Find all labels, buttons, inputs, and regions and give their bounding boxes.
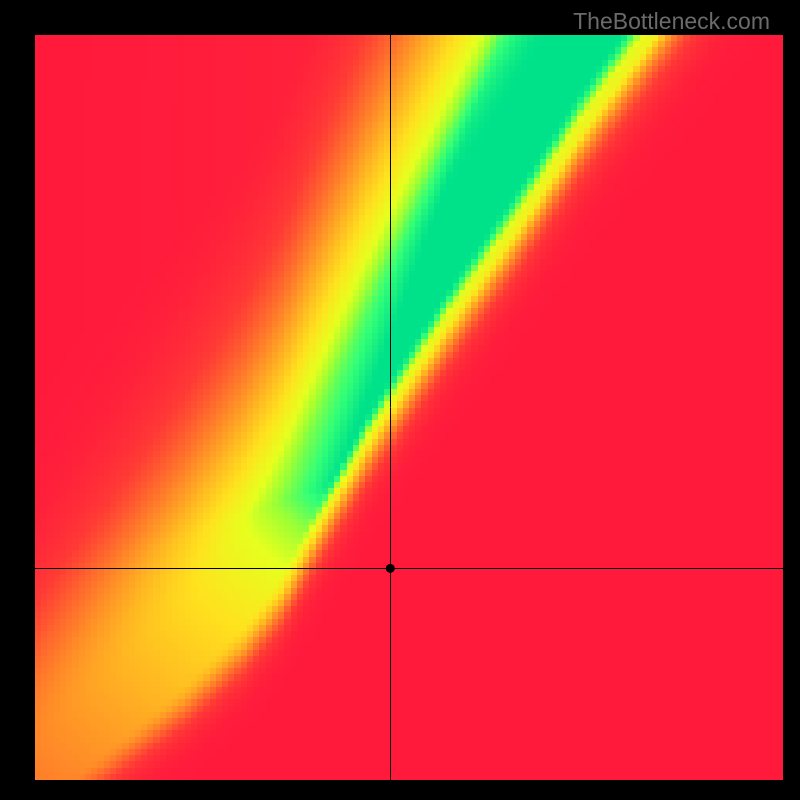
watermark-text: TheBottleneck.com: [573, 8, 770, 35]
bottleneck-heatmap: [35, 35, 783, 780]
chart-container: TheBottleneck.com: [0, 0, 800, 800]
